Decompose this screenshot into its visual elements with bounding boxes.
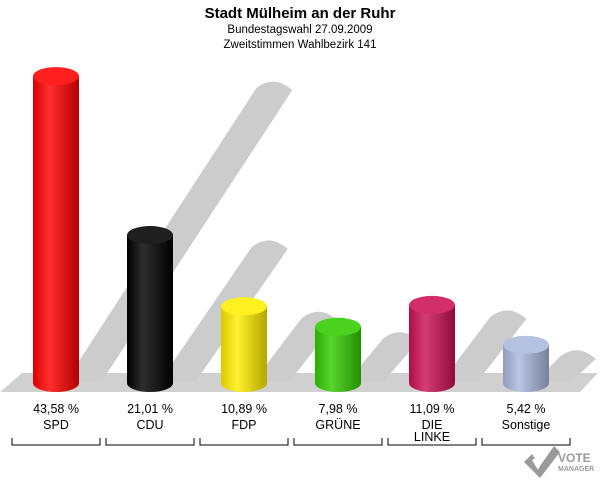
category-bracket-2 (199, 438, 289, 446)
category-bracket-1 (105, 438, 195, 446)
logo-word-vote: VOTE (558, 451, 591, 465)
logo-word-manager: MANAGER (558, 466, 594, 473)
chart-header: Stadt Mülheim an der Ruhr Bundestagswahl… (0, 4, 600, 53)
value-label-5: 5,42 % (507, 402, 546, 416)
bar-3 (315, 326, 361, 392)
bar-top-2 (221, 297, 267, 316)
value-label-0: 43,58 % (33, 402, 79, 416)
checkmark-icon (524, 446, 560, 478)
bar-shadow-5 (536, 350, 596, 381)
chart-subtitle-2: Zweitstimmen Wahlbezirk 141 (223, 39, 377, 51)
vote-manager-logo: VOTE MANAGER (524, 446, 594, 478)
category-bracket-5 (481, 438, 571, 446)
chart-title: Stadt Mülheim an der Ruhr (204, 5, 396, 22)
bar-4 (409, 304, 455, 392)
category-label-2: FDP (232, 418, 257, 432)
bar-top-0 (33, 67, 79, 86)
bar-top-5 (503, 335, 549, 354)
bar-2 (221, 306, 267, 392)
bar-top-3 (315, 317, 361, 336)
bar-shadow-0 (66, 81, 293, 382)
category-label-1: CDU (136, 418, 163, 432)
category-bracket-0 (11, 438, 101, 446)
bar-1 (127, 235, 173, 392)
category-label-4: DIE LINKE (414, 418, 450, 444)
chart-subtitle: Bundestagswahl 27.09.2009 (227, 24, 373, 36)
value-label-4: 11,09 % (410, 402, 455, 416)
bar-top-4 (409, 295, 455, 314)
category-label-5: Sonstige (502, 418, 551, 432)
value-label-3: 7,98 % (319, 402, 358, 416)
category-label-3: GRÜNE (315, 418, 360, 432)
bar-0 (33, 76, 79, 392)
category-bracket-4 (387, 438, 477, 446)
category-label-0: SPD (43, 418, 69, 432)
bar-shadow-3 (348, 332, 419, 381)
category-bracket-3 (293, 438, 383, 446)
bar-top-1 (127, 226, 173, 245)
value-label-1: 21,01 % (127, 402, 173, 416)
bar-shadow-4 (442, 310, 527, 381)
value-label-2: 10,89 % (221, 402, 267, 416)
bar-5 (503, 344, 549, 392)
